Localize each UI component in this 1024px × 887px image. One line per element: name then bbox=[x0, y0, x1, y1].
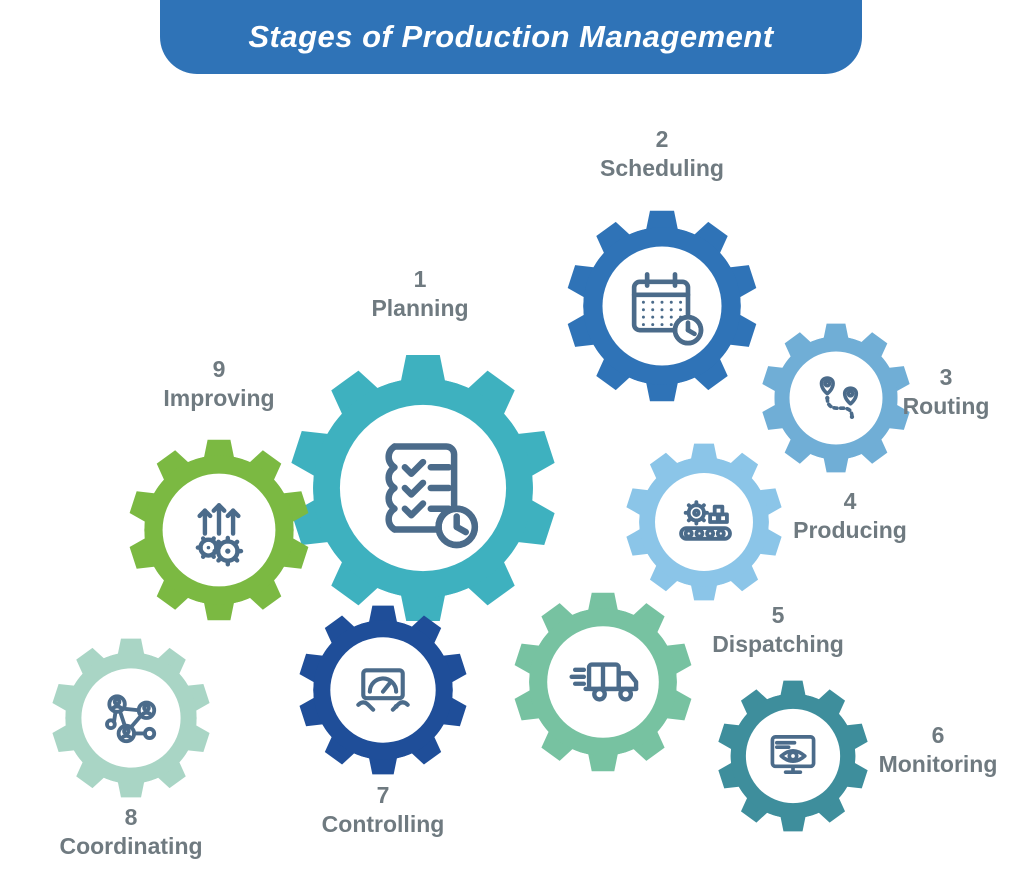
label-dispatching: 5 Dispatching bbox=[678, 601, 878, 659]
label-improving: 9 Improving bbox=[119, 355, 319, 413]
stage-name: Coordinating bbox=[31, 832, 231, 861]
stage-number: 4 bbox=[750, 487, 950, 516]
title-text: Stages of Production Management bbox=[248, 19, 773, 55]
stage-number: 9 bbox=[119, 355, 319, 384]
title-banner: Stages of Production Management bbox=[160, 0, 862, 74]
stage-name: Scheduling bbox=[562, 154, 762, 183]
gear-coordinating bbox=[51, 638, 211, 798]
stage-name: Monitoring bbox=[838, 750, 1024, 779]
label-routing: 3 Routing bbox=[846, 363, 1024, 421]
gear-scheduling bbox=[566, 210, 758, 402]
arrows-up-gears-icon bbox=[198, 505, 241, 564]
stage-number: 1 bbox=[320, 265, 520, 294]
stage-number: 5 bbox=[678, 601, 878, 630]
gear-dispatching bbox=[513, 592, 693, 772]
label-planning: 1 Planning bbox=[320, 265, 520, 323]
gear-controlling bbox=[298, 605, 468, 775]
stage-number: 7 bbox=[283, 781, 483, 810]
stage-name: Producing bbox=[750, 516, 950, 545]
stage-name: Dispatching bbox=[678, 630, 878, 659]
stage-number: 6 bbox=[838, 721, 1024, 750]
label-scheduling: 2 Scheduling bbox=[562, 125, 762, 183]
stage-name: Routing bbox=[846, 392, 1024, 421]
label-monitoring: 6 Monitoring bbox=[838, 721, 1024, 779]
stage-name: Improving bbox=[119, 384, 319, 413]
label-producing: 4 Producing bbox=[750, 487, 950, 545]
stage-number: 8 bbox=[31, 803, 231, 832]
gear-planning bbox=[289, 354, 557, 622]
label-controlling: 7 Controlling bbox=[283, 781, 483, 839]
stage-number: 2 bbox=[562, 125, 762, 154]
label-coordinating: 8 Coordinating bbox=[31, 803, 231, 861]
gear-improving bbox=[128, 439, 310, 621]
stage-name: Planning bbox=[320, 294, 520, 323]
stage-name: Controlling bbox=[283, 810, 483, 839]
stage-number: 3 bbox=[846, 363, 1024, 392]
